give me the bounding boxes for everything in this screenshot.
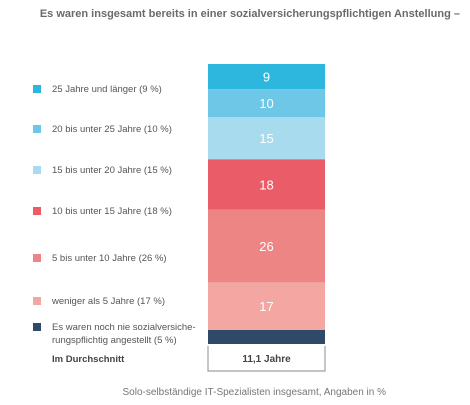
legend-label: rungspflichtig angestellt (5 %) <box>52 335 177 346</box>
data-label: 26 <box>259 239 273 254</box>
chart-footnote: Solo-selbständige IT-Spezialisten insges… <box>122 387 387 398</box>
bar-segment <box>208 64 325 90</box>
legend-label: 5 bis unter 10 Jahre (26 %) <box>52 253 167 264</box>
legend-label: 10 bis unter 15 Jahre (18 %) <box>52 206 172 217</box>
average-box <box>207 346 326 372</box>
legend-swatch <box>33 85 41 93</box>
bar-segment <box>208 282 325 330</box>
legend-label: Es waren noch nie sozialversiche- <box>52 322 196 333</box>
legend-swatch <box>33 297 41 305</box>
bar-segment <box>208 209 325 283</box>
legend-swatch <box>33 125 41 133</box>
chart-title: Es waren insgesamt bereits in einer sozi… <box>39 8 460 20</box>
legend-label: 25 Jahre und länger (9 %) <box>52 84 162 95</box>
legend-label: 20 bis unter 25 Jahre (10 %) <box>52 124 172 135</box>
data-label: 17 <box>259 299 273 314</box>
data-label: 9 <box>263 70 270 85</box>
legend-swatch <box>33 323 41 331</box>
average-value: 11,1 Jahre <box>242 354 291 365</box>
legend-swatch <box>33 166 41 174</box>
bar-segment <box>208 117 325 160</box>
average-label: Im Durchschnitt <box>52 354 125 365</box>
data-label: 15 <box>259 131 273 146</box>
bar-segment <box>208 159 325 210</box>
legend-swatch <box>33 254 41 262</box>
bar-segment <box>208 89 325 118</box>
data-label: 18 <box>259 177 273 192</box>
bar-segment <box>208 330 325 344</box>
legend-swatch <box>33 207 41 215</box>
data-label: 10 <box>259 96 273 111</box>
legend-label: 15 bis unter 20 Jahre (15 %) <box>52 165 172 176</box>
legend-label: weniger als 5 Jahre (17 %) <box>51 296 165 307</box>
